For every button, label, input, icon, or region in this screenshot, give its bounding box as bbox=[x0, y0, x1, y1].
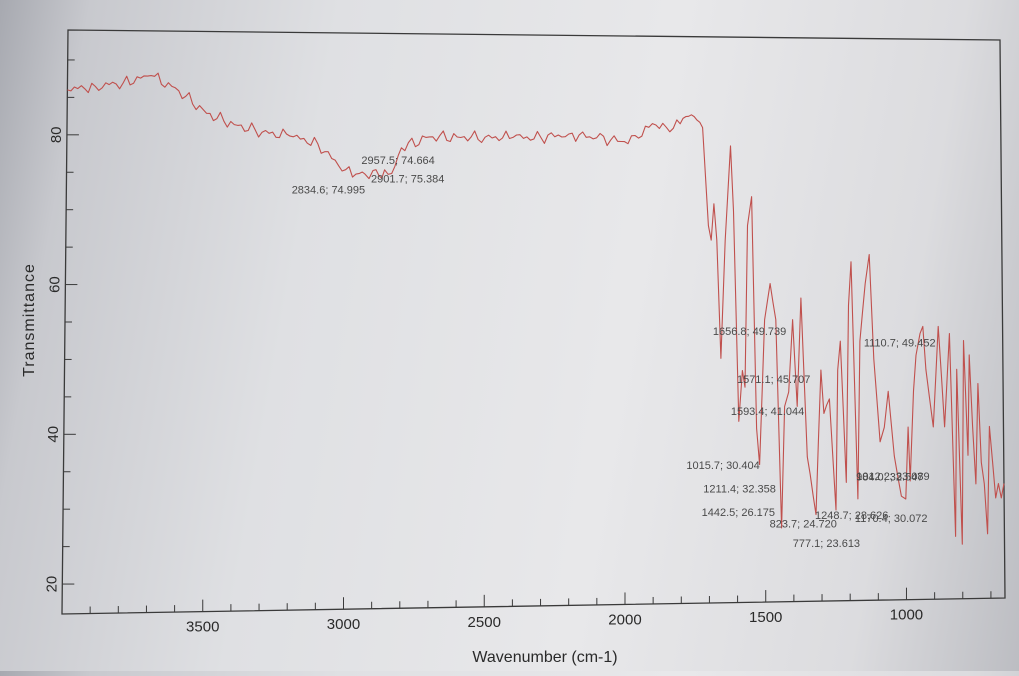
x-tick-label: 2000 bbox=[608, 611, 641, 628]
peak-label: 1110.7; 49.452 bbox=[864, 337, 936, 349]
peak-label: 1015.7; 30.404 bbox=[686, 460, 759, 472]
spectrum-line bbox=[67, 72, 1005, 545]
x-tick-label: 2500 bbox=[468, 614, 501, 631]
peak-label: 1012.2; 33.089 bbox=[856, 471, 929, 483]
x-axis-title: Wavenumber (cm-1) bbox=[472, 649, 617, 666]
peak-label: 1211.4; 32.358 bbox=[703, 484, 776, 496]
x-tick-label: 1500 bbox=[749, 609, 782, 626]
y-tick-label: 60 bbox=[46, 276, 63, 293]
peak-label: 1248.7; 28.626 bbox=[815, 510, 888, 522]
peak-label: 1442.5; 26.175 bbox=[702, 507, 775, 519]
peak-label: 984.0; 32.547 bbox=[856, 472, 923, 484]
peak-label: 777.1; 23.613 bbox=[793, 538, 860, 550]
peak-label: 2901.7; 75.384 bbox=[371, 174, 444, 186]
x-tick-label: 3500 bbox=[186, 619, 219, 636]
y-tick-label: 20 bbox=[43, 576, 60, 593]
x-tick-label: 1000 bbox=[890, 607, 923, 624]
peak-label: 2834.6; 74.995 bbox=[292, 185, 365, 197]
y-axis-title: Transmittance bbox=[21, 263, 38, 377]
x-tick-label: 3000 bbox=[327, 616, 360, 633]
peak-label: 1593.4; 41.044 bbox=[731, 406, 804, 418]
series-layer bbox=[67, 72, 1005, 545]
peak-label: 1571.1; 45.707 bbox=[737, 374, 810, 386]
y-tick-label: 40 bbox=[45, 426, 62, 443]
peak-label: 823.7; 24.720 bbox=[770, 518, 837, 530]
plot-frame bbox=[61, 29, 1006, 615]
axes: 3500 3000 2500 2000 1500 1000 20 40 60 80 bbox=[43, 29, 1006, 636]
peak-label: 1170.4; 30.072 bbox=[855, 513, 928, 525]
peak-label: 2957.5; 74.664 bbox=[361, 155, 434, 167]
peak-annotations: 2834.6; 74.995 2901.7; 75.384 2957.5; 74.6… bbox=[292, 155, 936, 550]
peak-label: 1656.8; 49.739 bbox=[713, 326, 786, 338]
y-tick-label: 80 bbox=[48, 126, 65, 143]
